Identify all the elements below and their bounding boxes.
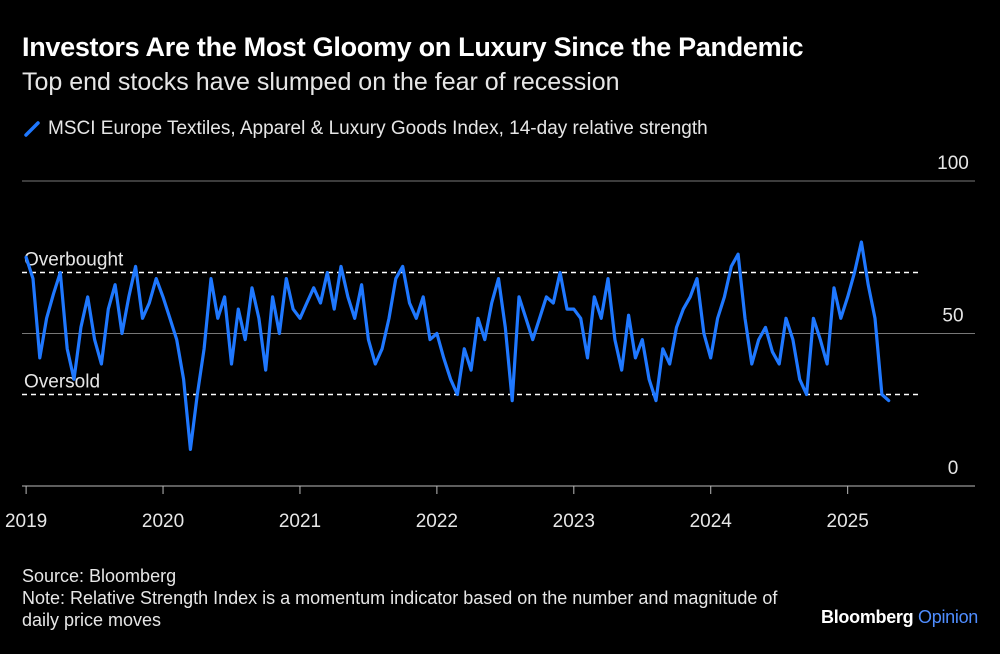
chart-title: Investors Are the Most Gloomy on Luxury …	[22, 32, 804, 62]
y-tick-label: 50	[942, 306, 963, 327]
x-tick-label: 2025	[827, 511, 869, 532]
chart-subtitle: Top end stocks have slumped on the fear …	[22, 68, 620, 96]
x-axis: 2019 2020 2021 2022 2023 2024 2025	[5, 486, 869, 532]
grid: 100 50 0	[22, 153, 975, 487]
x-tick-label: 2021	[279, 511, 321, 532]
x-tick-label: 2020	[142, 511, 184, 532]
x-tick-label: 2022	[416, 511, 458, 532]
source-note: Source: Bloomberg	[22, 566, 177, 586]
methodology-note: Note: Relative Strength Index is a momen…	[22, 588, 778, 630]
legend: MSCI Europe Textiles, Apparel & Luxury G…	[24, 118, 708, 140]
legend-label: MSCI Europe Textiles, Apparel & Luxury G…	[48, 118, 708, 139]
x-tick-label: 2019	[5, 511, 47, 532]
reference-label-overbought: Overbought	[24, 250, 124, 271]
brand-main: Bloomberg	[821, 607, 914, 627]
brand-accent: Opinion	[918, 607, 978, 627]
x-tick-label: 2023	[553, 511, 595, 532]
series-layer	[24, 240, 891, 451]
x-tick-label: 2024	[690, 511, 733, 532]
y-tick-label: 0	[948, 458, 959, 479]
reference-label-oversold: Oversold	[24, 372, 100, 393]
reference-lines: Overbought Oversold	[22, 250, 918, 396]
y-tick-label: 100	[937, 153, 969, 174]
brand-logo: Bloomberg Opinion	[821, 607, 978, 628]
legend-line-icon	[24, 121, 40, 137]
